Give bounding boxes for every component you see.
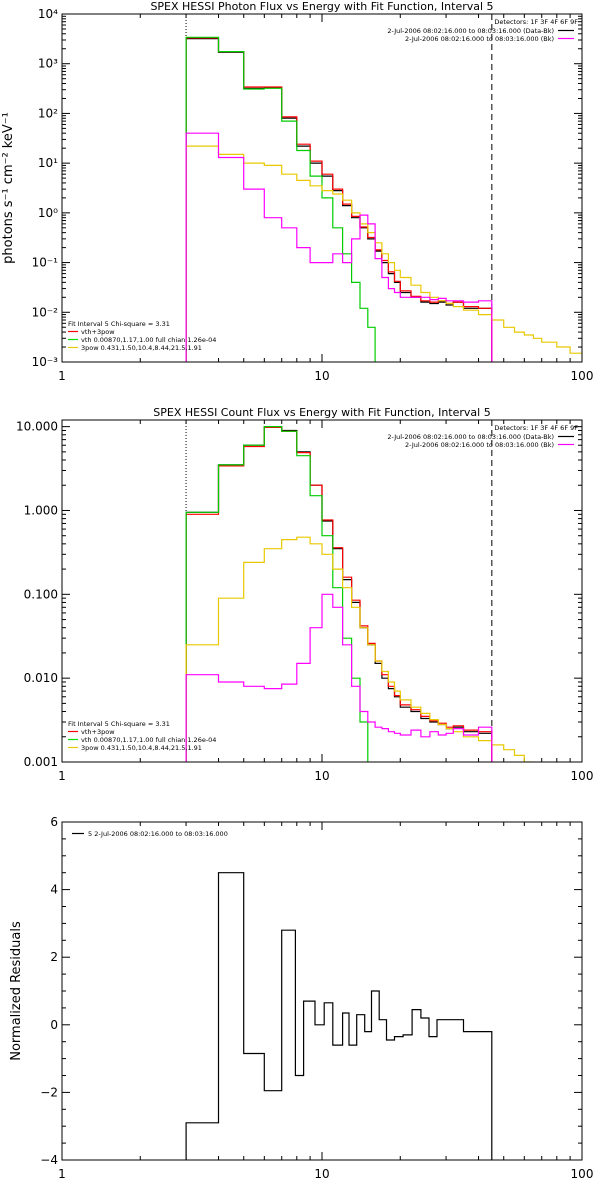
series-line-1: [185, 37, 493, 362]
series-line-4: [185, 593, 493, 762]
x-tick-label: 1: [58, 769, 66, 783]
x-axis: 1 10 100: [58, 14, 593, 383]
x-tick-label: 1: [58, 369, 66, 383]
x-tick-label: 10: [314, 1167, 329, 1181]
legend-header: Detectors: 1F 3F 4F 6F 9F: [494, 18, 578, 26]
legend-entry: vth 0.00870,1.17,1.00 full chian 1.26e-0…: [81, 336, 216, 344]
legend-header: Detectors: 1F 3F 4F 6F 9F: [494, 424, 578, 432]
series-group: [185, 872, 493, 1160]
legend-header: Fit Interval 5 Chi-square = 3.31: [68, 320, 170, 328]
x-tick-label: 100: [571, 769, 594, 783]
y-tick-label: 6: [50, 815, 58, 829]
plot-frame: [61, 13, 583, 363]
chart-title: SPEX HESSI Photon Flux vs Energy with Fi…: [150, 0, 493, 13]
x-tick-label: 100: [571, 1167, 594, 1181]
y-tick-label: −2: [40, 1085, 58, 1099]
y-tick-label: 2: [50, 950, 58, 964]
y-axis: 0.001 0.010 0.100 1.000 10.000: [16, 420, 582, 769]
series-group: [185, 36, 582, 362]
y-tick-label: 10⁻³: [32, 355, 59, 369]
y-tick-label: 10⁻²: [32, 305, 59, 319]
legend-entry: 2-Jul-2006 08:02:16.000 to 08:03:16.000 …: [387, 27, 554, 35]
y-axis: −4 −2 0 2 4 6: [40, 815, 582, 1167]
legend-top-right: Detectors: 1F 3F 4F 6F 9F2-Jul-2006 08:0…: [387, 424, 578, 449]
series-line-4: [185, 132, 493, 362]
legend-header: Fit Interval 5 Chi-square = 3.31: [68, 720, 170, 728]
y-tick-label: 10³: [38, 57, 58, 71]
x-axis: 1 10 100: [58, 420, 593, 783]
x-axis: 1 10 100: [58, 822, 593, 1181]
legend-top-left: 5 2-Jul-2006 08:02:16.000 to 08:03:16.00…: [72, 830, 228, 838]
y-tick-label: 10⁴: [38, 7, 58, 21]
legend-entry: vth 0.00870,1.17,1.00 full chian 1.26e-0…: [81, 736, 216, 744]
x-tick-label: 1: [58, 1167, 66, 1181]
series-line-1: [185, 426, 493, 762]
legend-top-right: Detectors: 1F 3F 4F 6F 9F2-Jul-2006 08:0…: [387, 18, 578, 43]
series-line-3: [185, 536, 534, 762]
count-flux-panel: SPEX HESSI Count Flux vs Energy with Fit…: [16, 406, 593, 783]
y-tick-label: 10²: [38, 106, 58, 120]
y-tick-label: 4: [50, 883, 58, 897]
legend-entry: 3pow 0.431,1.50,10.4,8.44,21.5,1.91: [81, 344, 202, 352]
series-line-0: [185, 872, 493, 1160]
y-axis: 10⁻³ 10⁻² 10⁻¹ 10⁰ 10¹ 10² 10³ 10⁴: [32, 7, 582, 369]
y-tick-label: 0.010: [24, 671, 58, 685]
legend-entry: 2-Jul-2006 08:02:16.000 to 08:03:16.000 …: [405, 441, 554, 449]
y-tick-label: 1.000: [24, 503, 58, 517]
legend-entry: 2-Jul-2006 08:02:16.000 to 08:03:16.000 …: [405, 35, 554, 43]
y-tick-label: 0.100: [24, 587, 58, 601]
series-line-0: [185, 426, 493, 762]
legend-entry: 2-Jul-2006 08:02:16.000 to 08:03:16.000 …: [387, 433, 554, 441]
legend-entry: 5 2-Jul-2006 08:02:16.000 to 08:03:16.00…: [88, 830, 228, 838]
plot-frame: [61, 419, 583, 763]
residuals-panel: 1 10 100 −4 −2 0 2 4 6 Normalized Residuals 5 2-Ju…: [9, 815, 593, 1181]
series-line-3: [185, 145, 582, 362]
x-tick-label: 10: [314, 769, 329, 783]
series-line-0: [185, 38, 493, 362]
series-group: [185, 426, 534, 762]
plot-frame: [61, 821, 583, 1161]
legend-entry: vth+3pow: [81, 728, 115, 736]
chart-title: SPEX HESSI Count Flux vs Energy with Fit…: [153, 406, 490, 419]
x-tick-label: 10: [314, 369, 329, 383]
series-line-2: [185, 36, 376, 362]
legend-bottom-left: Fit Interval 5 Chi-square = 3.31vth+3pow…: [68, 320, 216, 352]
legend-entry: vth+3pow: [81, 328, 115, 336]
y-tick-label: 0: [50, 1018, 58, 1032]
y-axis-label: photons s⁻¹ cm⁻² keV⁻¹: [1, 112, 16, 264]
series-line-2: [185, 426, 369, 762]
y-tick-label: 10⁰: [38, 206, 58, 220]
y-tick-label: 10.000: [16, 420, 58, 434]
y-tick-label: −4: [40, 1153, 58, 1167]
legend-entry: 3pow 0.431,1.50,10.4,8.44,21.5,1.91: [81, 744, 202, 752]
x-tick-label: 100: [571, 369, 594, 383]
photon-flux-panel: SPEX HESSI Photon Flux vs Energy with Fi…: [1, 0, 593, 383]
y-axis-label: Normalized Residuals: [9, 921, 24, 1061]
y-tick-label: 10⁻¹: [32, 256, 59, 270]
y-tick-label: 10¹: [38, 156, 58, 170]
legend-bottom-left: Fit Interval 5 Chi-square = 3.31vth+3pow…: [68, 720, 216, 752]
y-tick-label: 0.001: [24, 755, 58, 769]
